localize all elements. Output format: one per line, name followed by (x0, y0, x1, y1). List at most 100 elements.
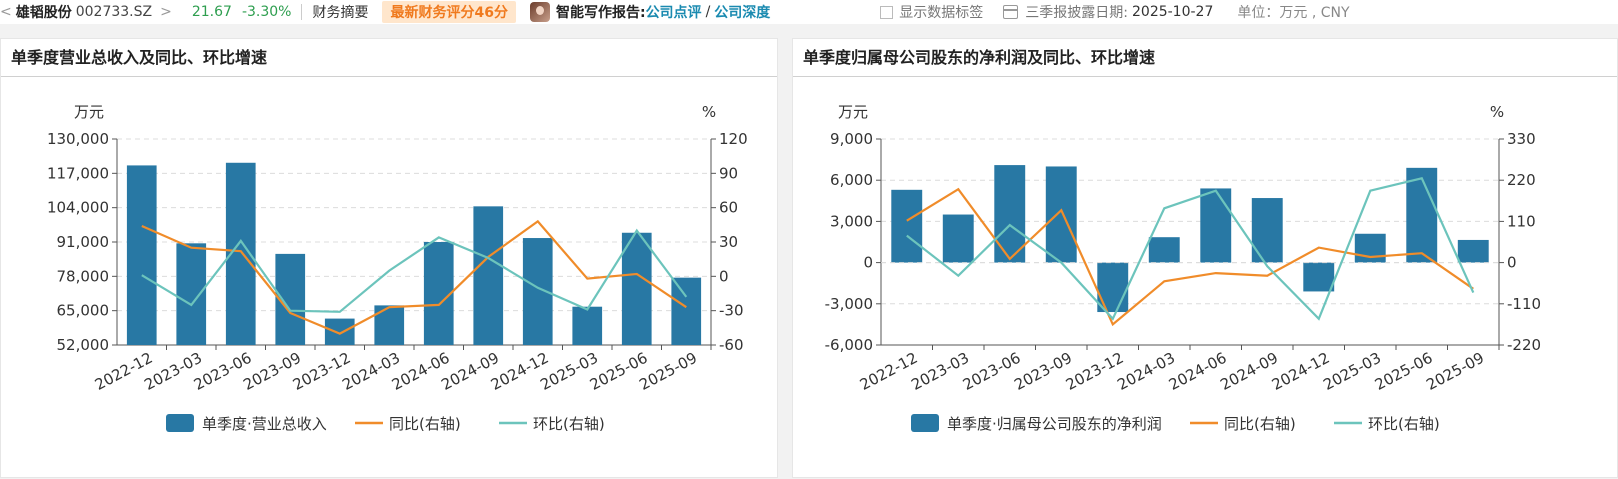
bar (1148, 237, 1180, 263)
net-profit-chart: -6,000 -3,000 0 3,000 6,000 9,000 -220 -110 0 110… (825, 103, 1541, 433)
calendar-icon (1003, 5, 1019, 19)
series-line-2 (141, 228, 688, 313)
y2-tick-label: 330 (1507, 130, 1536, 148)
y-tick-label: 0 (863, 254, 873, 272)
show-labels-checkbox[interactable] (880, 5, 894, 19)
legend-line-label-1: 同比(右轴) (389, 415, 461, 433)
y2-tick-label: -220 (1507, 336, 1541, 354)
x-tick-label: 2025-09 (636, 349, 700, 394)
legend-bar-swatch (911, 414, 939, 432)
y2-tick-label: 90 (719, 164, 738, 182)
bar (671, 277, 702, 345)
company-comment-link[interactable]: 公司点评 (645, 5, 702, 21)
divider (301, 4, 303, 20)
bar (1251, 198, 1283, 263)
bar (1303, 262, 1335, 292)
x-tick-label: 2024-12 (1269, 349, 1333, 394)
x-tick-label: 2023-12 (1063, 349, 1127, 394)
chart-title: 单季度营业总收入及同比、环比增速 (1, 39, 777, 77)
bar (621, 232, 652, 345)
y2-tick-label: 120 (719, 130, 748, 148)
x-tick-label: 2024-06 (1166, 349, 1230, 394)
bar (1457, 239, 1489, 263)
series-line-1 (141, 219, 687, 335)
legend-bar-swatch (166, 414, 194, 432)
y2-tick-label: 0 (1507, 254, 1517, 272)
show-labels-label[interactable]: 显示数据标签 (899, 5, 984, 21)
bar (374, 305, 405, 345)
legend-line-label-2: 环比(右轴) (1368, 415, 1440, 433)
y2-axis-label: % (702, 103, 716, 121)
bar (1045, 166, 1077, 263)
revenue-chart: 52,000 65,000 78,000 91,000 104,000 117,000 13… (47, 103, 748, 433)
y2-tick-label: 30 (719, 233, 738, 251)
link-separator: / (705, 4, 711, 20)
disclosure-date-label: 三季报披露日期: (1025, 5, 1128, 21)
y-axis-label: 万元 (838, 103, 868, 121)
top-bar: < 雄韬股份 002733.SZ > 21.67 -3.30% 财务摘要 最新财… (0, 0, 1618, 24)
y-tick-label: -3,000 (825, 295, 873, 313)
stock-change: -3.30% (241, 4, 292, 20)
y-tick-label: 130,000 (47, 130, 109, 148)
y-tick-label: 104,000 (47, 199, 109, 217)
x-tick-label: 2023-09 (1011, 349, 1075, 394)
y2-axis-label: % (1490, 103, 1504, 121)
chevron-right-icon[interactable]: > (160, 4, 172, 20)
x-tick-label: 2023-06 (960, 349, 1024, 394)
bar (1354, 233, 1386, 263)
financial-summary-link[interactable]: 财务摘要 (312, 5, 369, 21)
net-profit-chart-panel: 单季度归属母公司股东的净利润及同比、环比增速 -6,000 -3,000 0 3,00… (792, 38, 1618, 478)
y2-tick-label: 0 (719, 267, 729, 285)
series-line-1 (906, 187, 1474, 327)
y2-tick-label: -60 (719, 336, 744, 354)
x-tick-label: 2025-09 (1423, 349, 1487, 394)
legend-line-label-2: 环比(右轴) (533, 415, 605, 433)
stock-code: 002733.SZ (75, 4, 153, 20)
y-tick-label: 6,000 (830, 171, 873, 189)
bar (473, 206, 504, 345)
y-tick-label: 78,000 (57, 267, 110, 285)
ai-report-label: 智能写作报告: (555, 5, 646, 21)
financial-score-badge[interactable]: 最新财务评分46分 (382, 1, 516, 23)
legend-bar-label: 单季度·营业总收入 (202, 415, 327, 433)
legend-bar-label: 单季度·归属母公司股东的净利润 (947, 415, 1162, 433)
y2-tick-label: -30 (719, 302, 744, 320)
revenue-chart-panel: 单季度营业总收入及同比、环比增速 52,000 65,000 78,000 91,00… (0, 38, 778, 478)
stock-name: 雄韬股份 (15, 5, 72, 21)
y2-tick-label: 60 (719, 199, 738, 217)
bar (126, 165, 157, 345)
legend-line-label-1: 同比(右轴) (1224, 415, 1296, 433)
chart-title: 单季度归属母公司股东的净利润及同比、环比增速 (793, 39, 1617, 77)
x-tick-label: 2023-03 (908, 349, 972, 394)
y-tick-label: 91,000 (57, 233, 110, 251)
x-tick-label: 2025-03 (1320, 349, 1384, 394)
stock-price: 21.67 (191, 4, 232, 20)
bar (1097, 262, 1129, 313)
bar (1406, 167, 1438, 263)
y-tick-label: 9,000 (830, 130, 873, 148)
y-axis-label: 万元 (74, 103, 104, 121)
x-tick-label: 2024-09 (1217, 349, 1281, 394)
y-tick-label: 117,000 (47, 164, 109, 182)
bar (1200, 188, 1232, 263)
unit-label: 单位：万元 , CNY (1237, 5, 1350, 21)
x-tick-label: 2022-12 (857, 349, 921, 394)
company-depth-link[interactable]: 公司深度 (714, 5, 771, 21)
bar (942, 214, 974, 263)
y-tick-label: 52,000 (57, 336, 110, 354)
y2-tick-label: 110 (1507, 212, 1536, 230)
series-line-2 (906, 177, 1475, 321)
bar (572, 306, 603, 345)
x-tick-label: 2024-03 (1114, 349, 1178, 394)
disclosure-date-value: 2025-10-27 (1132, 4, 1214, 20)
y-tick-label: 65,000 (57, 302, 110, 320)
y-tick-label: -6,000 (825, 336, 873, 354)
y2-tick-label: 220 (1507, 171, 1536, 189)
bar (176, 243, 207, 345)
bar (324, 318, 355, 345)
ai-avatar-icon (529, 2, 550, 22)
bar (423, 242, 454, 345)
bar (891, 189, 923, 263)
back-arrow-icon[interactable]: < (0, 4, 12, 20)
y2-tick-label: -110 (1507, 295, 1541, 313)
